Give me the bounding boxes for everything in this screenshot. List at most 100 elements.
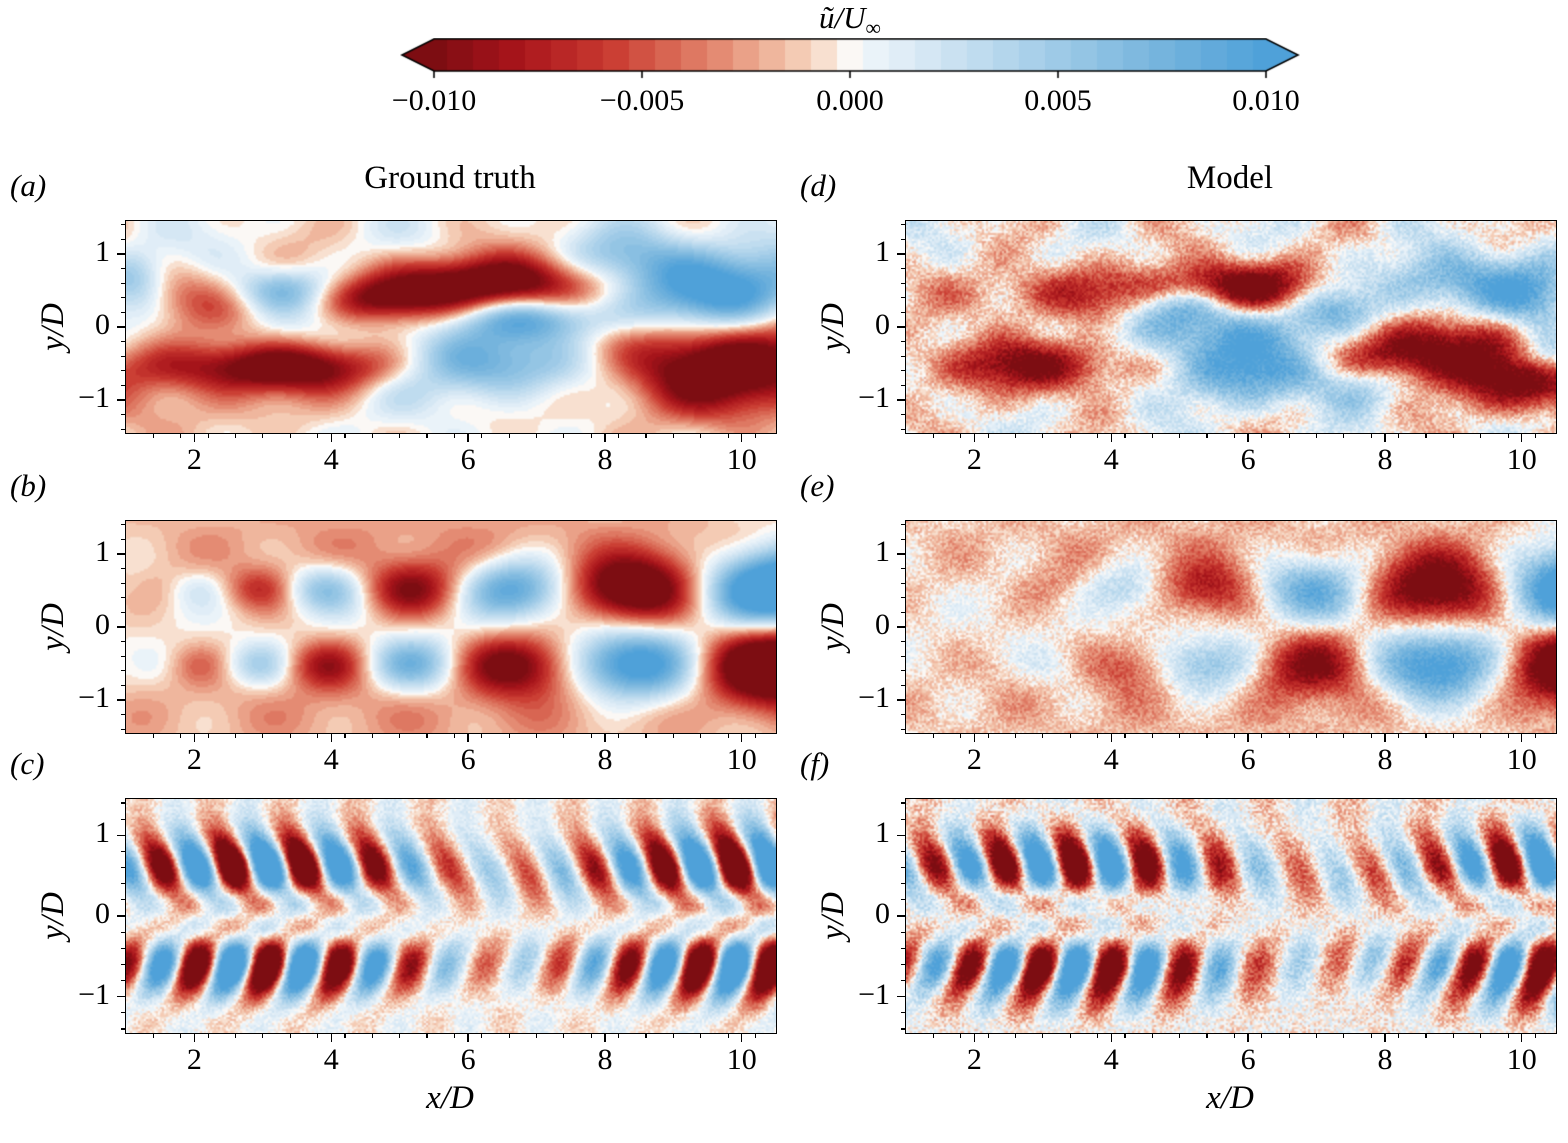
y-tick xyxy=(117,253,125,255)
y-minor-tick xyxy=(901,714,905,716)
x-minor-tick xyxy=(1014,1034,1017,1038)
y-minor-tick xyxy=(901,297,905,299)
x-minor-tick xyxy=(1261,1034,1263,1038)
colorbar-title-sep: / xyxy=(834,0,844,35)
y-tick-label: −1 xyxy=(858,977,890,1011)
x-minor-tick xyxy=(152,1034,154,1038)
y-minor-tick xyxy=(901,582,905,584)
x-minor-tick xyxy=(960,434,962,438)
x-minor-tick xyxy=(426,1034,428,1038)
x-minor-tick xyxy=(672,734,674,738)
x-minor-tick xyxy=(262,1034,264,1038)
x-minor-tick xyxy=(1069,434,1071,438)
x-minor-tick xyxy=(754,734,757,738)
x-minor-tick xyxy=(727,434,729,438)
y-minor-tick xyxy=(121,655,125,657)
x-minor-tick xyxy=(1042,1034,1044,1038)
x-tick xyxy=(741,734,743,742)
y-minor-tick xyxy=(901,866,905,869)
x-minor-tick xyxy=(590,734,592,738)
heatmap-canvas-d xyxy=(906,221,1556,433)
y-minor-tick xyxy=(121,582,125,584)
x-tick xyxy=(741,1034,743,1042)
x-minor-tick xyxy=(1343,434,1345,438)
x-tick xyxy=(193,1034,196,1042)
x-minor-tick xyxy=(180,734,182,738)
x-minor-tick xyxy=(1452,434,1454,438)
x-tick-label: 8 xyxy=(597,743,613,776)
x-minor-tick xyxy=(1343,1034,1345,1038)
x-minor-tick xyxy=(1014,734,1017,738)
x-tick-label: 4 xyxy=(1103,743,1119,776)
x-minor-tick xyxy=(1069,734,1071,738)
x-minor-tick xyxy=(316,734,319,738)
x-minor-tick xyxy=(987,734,989,738)
x-minor-tick xyxy=(1179,734,1181,738)
y-minor-tick xyxy=(121,370,125,372)
x-minor-tick xyxy=(481,434,483,438)
x-minor-tick xyxy=(453,434,455,438)
x-minor-tick xyxy=(1014,434,1017,438)
x-minor-tick xyxy=(207,734,209,738)
x-minor-tick xyxy=(754,434,757,438)
y-minor-tick xyxy=(121,341,125,343)
y-minor-tick xyxy=(901,641,905,643)
x-tick xyxy=(330,434,332,442)
x-minor-tick xyxy=(180,1034,182,1038)
y-minor-tick xyxy=(901,728,905,730)
y-minor-tick xyxy=(121,538,125,540)
x-tick-label: 10 xyxy=(1506,743,1537,776)
x-minor-tick xyxy=(1288,434,1290,438)
x-tick-label: 4 xyxy=(323,443,339,476)
x-minor-tick xyxy=(590,1034,592,1038)
x-tick-label: 6 xyxy=(1240,1043,1256,1076)
x-tick-label: 2 xyxy=(186,743,202,776)
x-tick xyxy=(1110,1034,1112,1042)
x-minor-tick xyxy=(1042,734,1044,738)
x-minor-tick xyxy=(563,734,565,738)
y-minor-tick xyxy=(901,899,905,901)
x-minor-tick xyxy=(645,1034,647,1038)
y-minor-tick xyxy=(121,641,125,643)
x-tick-label: 10 xyxy=(1506,1043,1537,1076)
y-tick-label: 0 xyxy=(875,608,890,641)
y-minor-tick xyxy=(901,224,905,226)
x-tick-label: 2 xyxy=(966,443,982,476)
y-minor-tick xyxy=(121,684,125,687)
x-tick-label: 4 xyxy=(1103,1043,1119,1076)
x-minor-tick xyxy=(1398,434,1400,438)
x-minor-tick xyxy=(1261,434,1263,438)
x-minor-tick xyxy=(1151,434,1153,438)
y-axis-label: y/D xyxy=(815,303,851,351)
y-minor-tick xyxy=(121,267,125,270)
y-minor-tick xyxy=(121,802,125,804)
x-minor-tick xyxy=(1179,1034,1181,1038)
y-tick xyxy=(897,626,905,628)
y-tick-label: 1 xyxy=(875,816,890,850)
y-minor-tick xyxy=(121,597,125,599)
panel-label-b: (b) xyxy=(10,468,47,503)
x-tick xyxy=(604,1034,606,1042)
x-minor-tick xyxy=(1425,1034,1427,1038)
y-tick xyxy=(897,399,905,401)
x-minor-tick xyxy=(1179,434,1181,438)
y-tick xyxy=(117,834,125,836)
y-tick-label: −1 xyxy=(858,681,890,715)
y-minor-tick xyxy=(121,428,125,430)
x-minor-tick xyxy=(535,734,538,738)
x-minor-tick xyxy=(508,434,510,438)
y-minor-tick xyxy=(121,524,125,526)
x-minor-tick xyxy=(344,734,346,738)
y-tick xyxy=(117,553,125,555)
x-tick xyxy=(193,734,196,742)
x-tick xyxy=(1247,734,1249,742)
x-minor-tick xyxy=(700,434,702,438)
x-minor-tick xyxy=(1096,1034,1099,1038)
y-tick-label: 0 xyxy=(95,897,110,930)
x-tick xyxy=(193,434,196,442)
y-minor-tick xyxy=(901,267,905,270)
y-minor-tick xyxy=(901,1012,905,1014)
y-minor-tick xyxy=(121,818,125,820)
y-tick xyxy=(117,995,125,998)
x-minor-tick xyxy=(289,1034,291,1038)
